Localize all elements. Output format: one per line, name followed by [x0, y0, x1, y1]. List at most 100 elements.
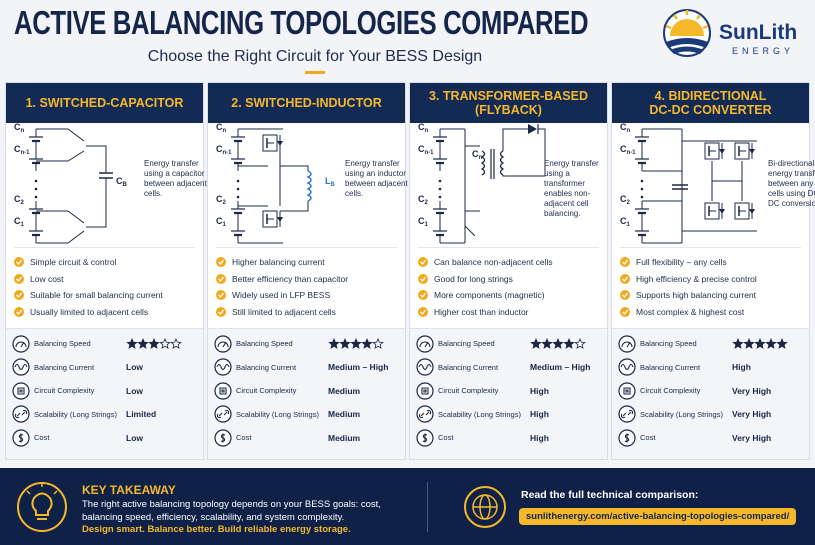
label-main: C	[620, 216, 627, 226]
metric-icon	[12, 358, 30, 376]
check-mark	[622, 309, 629, 315]
metric-icon	[214, 382, 232, 400]
wire	[279, 151, 309, 206]
label-sub: n-1	[21, 150, 31, 156]
circuit-description: Energy transfer using a transformer enab…	[544, 159, 599, 218]
metric-row: Balancing Current Low	[12, 356, 197, 380]
bullet: Most complex & highest cost	[620, 304, 801, 321]
column: 3. TRANSFORMER-BASED (FLYBACK) Cn Cn-1 C2 C1 C…	[409, 82, 608, 460]
dot	[640, 195, 644, 199]
metric-value: Medium – High	[328, 362, 389, 373]
bullet: Low cost	[14, 271, 195, 288]
icon-ring	[618, 358, 636, 376]
metric-row: Circuit Complexity High	[416, 379, 601, 403]
metric-row: Scalability (Long Strings) Very High	[618, 403, 803, 427]
check-dot	[418, 290, 428, 301]
check-dot	[14, 257, 24, 268]
footer: KEY TAKEAWAY The right active balancing …	[0, 468, 815, 545]
circuit-label: Cn	[472, 149, 483, 161]
metric-icon	[416, 429, 434, 447]
column: 1. SWITCHED-CAPACITOR Cn Cn-1 C2 C1 CB Energy …	[5, 82, 207, 460]
check-icon	[14, 273, 24, 284]
metric-icon	[214, 429, 232, 447]
circuit-label: C1	[418, 216, 429, 228]
metric-label: Balancing Current	[34, 362, 95, 372]
metric-icon	[416, 335, 434, 353]
check-mark	[16, 309, 23, 315]
switch	[734, 202, 750, 220]
circuit-description: Bi-directional energy transfer between a…	[768, 159, 815, 208]
label-sub: B	[123, 182, 128, 188]
check-icon	[216, 306, 226, 317]
label-sub: n-1	[223, 150, 233, 156]
circuit: Cn Cn-1 C2 C1 CB Energy transfer using a capa…	[6, 123, 207, 247]
check-mark	[16, 276, 23, 282]
cta-link[interactable]: sunlithenergy.com/active-balancing-topol…	[519, 508, 797, 525]
metric-label: Circuit Complexity	[34, 386, 95, 396]
bullet-list: Can balance non-adjacent cells Good for l…	[418, 247, 599, 328]
logo-tag: ENERGY	[732, 46, 794, 56]
bullet-text: Better efficiency than capacitor	[232, 273, 349, 284]
metric-icon	[12, 335, 30, 353]
metric-label: Cost	[236, 433, 252, 443]
wire	[86, 145, 107, 228]
metric-row: Circuit Complexity Very High	[618, 379, 803, 403]
icon-ring	[12, 358, 30, 376]
wire	[499, 150, 505, 176]
label-sub: 1	[21, 222, 25, 228]
column-title: 1. SWITCHED-CAPACITOR	[25, 96, 184, 110]
metric-value: High	[530, 409, 549, 420]
metrics: Balancing Speed Balancing Current Medium –…	[410, 328, 607, 459]
metric-icon	[12, 382, 30, 400]
metric-label: Cost	[34, 433, 50, 443]
bullet-text: Can balance non-adjacent cells	[434, 257, 553, 268]
label-sub: B	[331, 182, 336, 188]
bullet-list: Higher balancing current Better efficienc…	[216, 247, 397, 328]
star-filled	[541, 337, 553, 349]
bullet: Simple circuit & control	[14, 254, 195, 271]
bullet-list: Simple circuit & control Low cost Suitable…	[14, 247, 195, 328]
icon-glyph	[17, 387, 25, 395]
metric-icon	[12, 429, 30, 447]
metric-value: Very High	[732, 432, 772, 443]
switch	[704, 202, 720, 220]
icon-glyph	[217, 341, 229, 348]
takeaway-body: The right active balancing topology depe…	[82, 499, 381, 523]
metric-row: Scalability (Long Strings) High	[416, 403, 601, 427]
icon-glyph	[219, 387, 227, 395]
metric-row: Circuit Complexity Medium	[214, 379, 399, 403]
check-icon	[14, 290, 24, 301]
check-icon	[620, 306, 630, 317]
label-main: C	[216, 216, 223, 226]
check-dot	[620, 290, 630, 301]
icon-glyph	[422, 433, 428, 443]
metric-label: Balancing Current	[640, 362, 701, 372]
bullet: Widely used in LFP BESS	[216, 287, 397, 304]
label-sub: n	[21, 128, 25, 134]
circuit-description: Energy transfer using an inductor betwee…	[345, 159, 408, 198]
logo-name: SunLith	[719, 21, 797, 44]
star-filled	[350, 337, 362, 349]
circuit-label: Cn-1	[620, 144, 636, 156]
cta-text: Read the full technical comparison:	[521, 489, 699, 501]
bullet-text: Suitable for small balancing current	[30, 290, 163, 301]
metric-icon	[618, 358, 636, 376]
check-dot	[418, 306, 428, 317]
label-sub: n	[479, 155, 483, 161]
bullet: Supports high balancing current	[620, 287, 801, 304]
star-filled	[328, 337, 340, 349]
dot	[438, 179, 442, 183]
check-dot	[620, 306, 630, 317]
column-header: 4. BIDIRECTIONAL DC-DC CONVERTER	[612, 83, 809, 123]
label-main: C	[216, 144, 223, 154]
star-filled	[732, 337, 744, 349]
metric-row: Scalability (Long Strings) Limited	[12, 403, 197, 427]
bullet-list: Full flexibility – any cells High efficie…	[620, 247, 801, 328]
bullet: Still limited to adjacent cells	[216, 304, 397, 321]
check-icon	[620, 273, 630, 284]
wire	[306, 170, 312, 202]
icon-glyph	[216, 410, 230, 419]
label-sub: 2	[425, 200, 429, 206]
